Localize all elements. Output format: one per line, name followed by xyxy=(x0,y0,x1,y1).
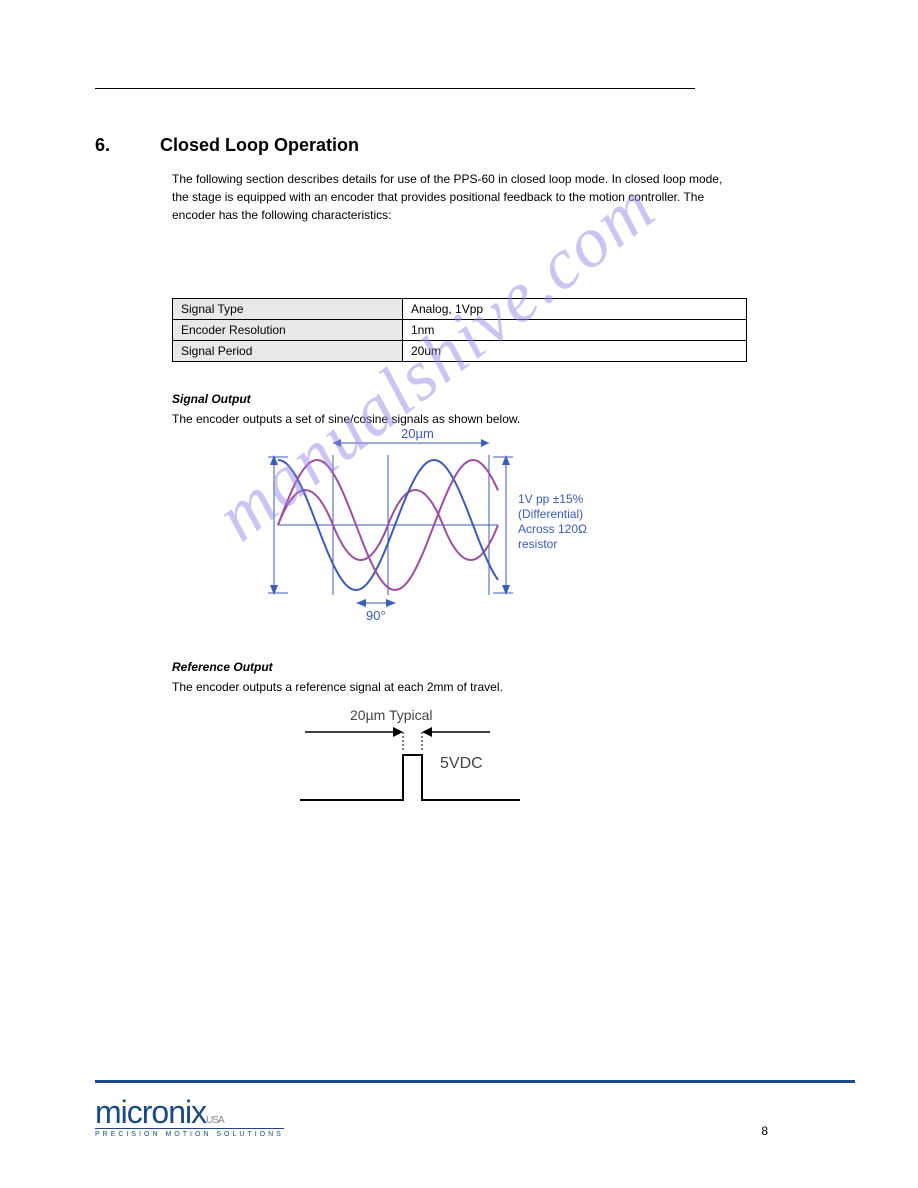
page: 6. Closed Loop Operation The following s… xyxy=(0,0,918,1188)
table-row: Signal Type Analog, 1Vpp xyxy=(173,299,747,320)
annot-line: Across 120Ω xyxy=(518,522,587,536)
table-row: Signal Period 20um xyxy=(173,341,747,362)
table-row: Encoder Resolution 1nm xyxy=(173,320,747,341)
logo: micronixUSA PRECISION MOTION SOLUTIONS xyxy=(95,1098,284,1138)
signal-heading: Signal Output xyxy=(172,392,251,406)
phase-label: 90° xyxy=(366,608,386,623)
intro-paragraph: The following section describes details … xyxy=(172,170,732,224)
index-figure: 20µm Typical 5VDC xyxy=(280,700,600,820)
period-label: 20µm xyxy=(401,426,434,441)
page-number: 8 xyxy=(761,1124,768,1138)
annot-line: resistor xyxy=(518,537,557,551)
voltage-label: 5VDC xyxy=(440,755,483,772)
cell-label: Signal Type xyxy=(173,299,403,320)
cell-value: Analog, 1Vpp xyxy=(403,299,747,320)
cell-value: 20um xyxy=(403,341,747,362)
section-title: Closed Loop Operation xyxy=(160,135,359,156)
cell-label: Signal Period xyxy=(173,341,403,362)
reference-heading: Reference Output xyxy=(172,660,273,674)
logo-main: micronix xyxy=(95,1094,206,1130)
footer-rule xyxy=(95,1080,855,1083)
logo-suffix: USA xyxy=(206,1115,224,1126)
index-period-label: 20µm Typical xyxy=(350,707,433,723)
cell-value: 1nm xyxy=(403,320,747,341)
section-number: 6. xyxy=(95,135,110,156)
annot-line: 1V pp ±15% xyxy=(518,492,584,506)
header-rule xyxy=(95,88,695,89)
cell-label: Encoder Resolution xyxy=(173,320,403,341)
spec-table: Signal Type Analog, 1Vpp Encoder Resolut… xyxy=(172,298,747,362)
annot-line: (Differential) xyxy=(518,507,583,521)
sine-figure: 20µm 90° 1V pp ±15% (Differential) Acros… xyxy=(268,425,608,625)
reference-caption: The encoder outputs a reference signal a… xyxy=(172,678,732,696)
